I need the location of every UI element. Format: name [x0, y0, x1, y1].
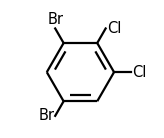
Text: Cl: Cl: [132, 65, 146, 80]
Text: Br: Br: [47, 12, 63, 27]
Text: Cl: Cl: [107, 21, 121, 36]
Text: Br: Br: [38, 108, 54, 123]
